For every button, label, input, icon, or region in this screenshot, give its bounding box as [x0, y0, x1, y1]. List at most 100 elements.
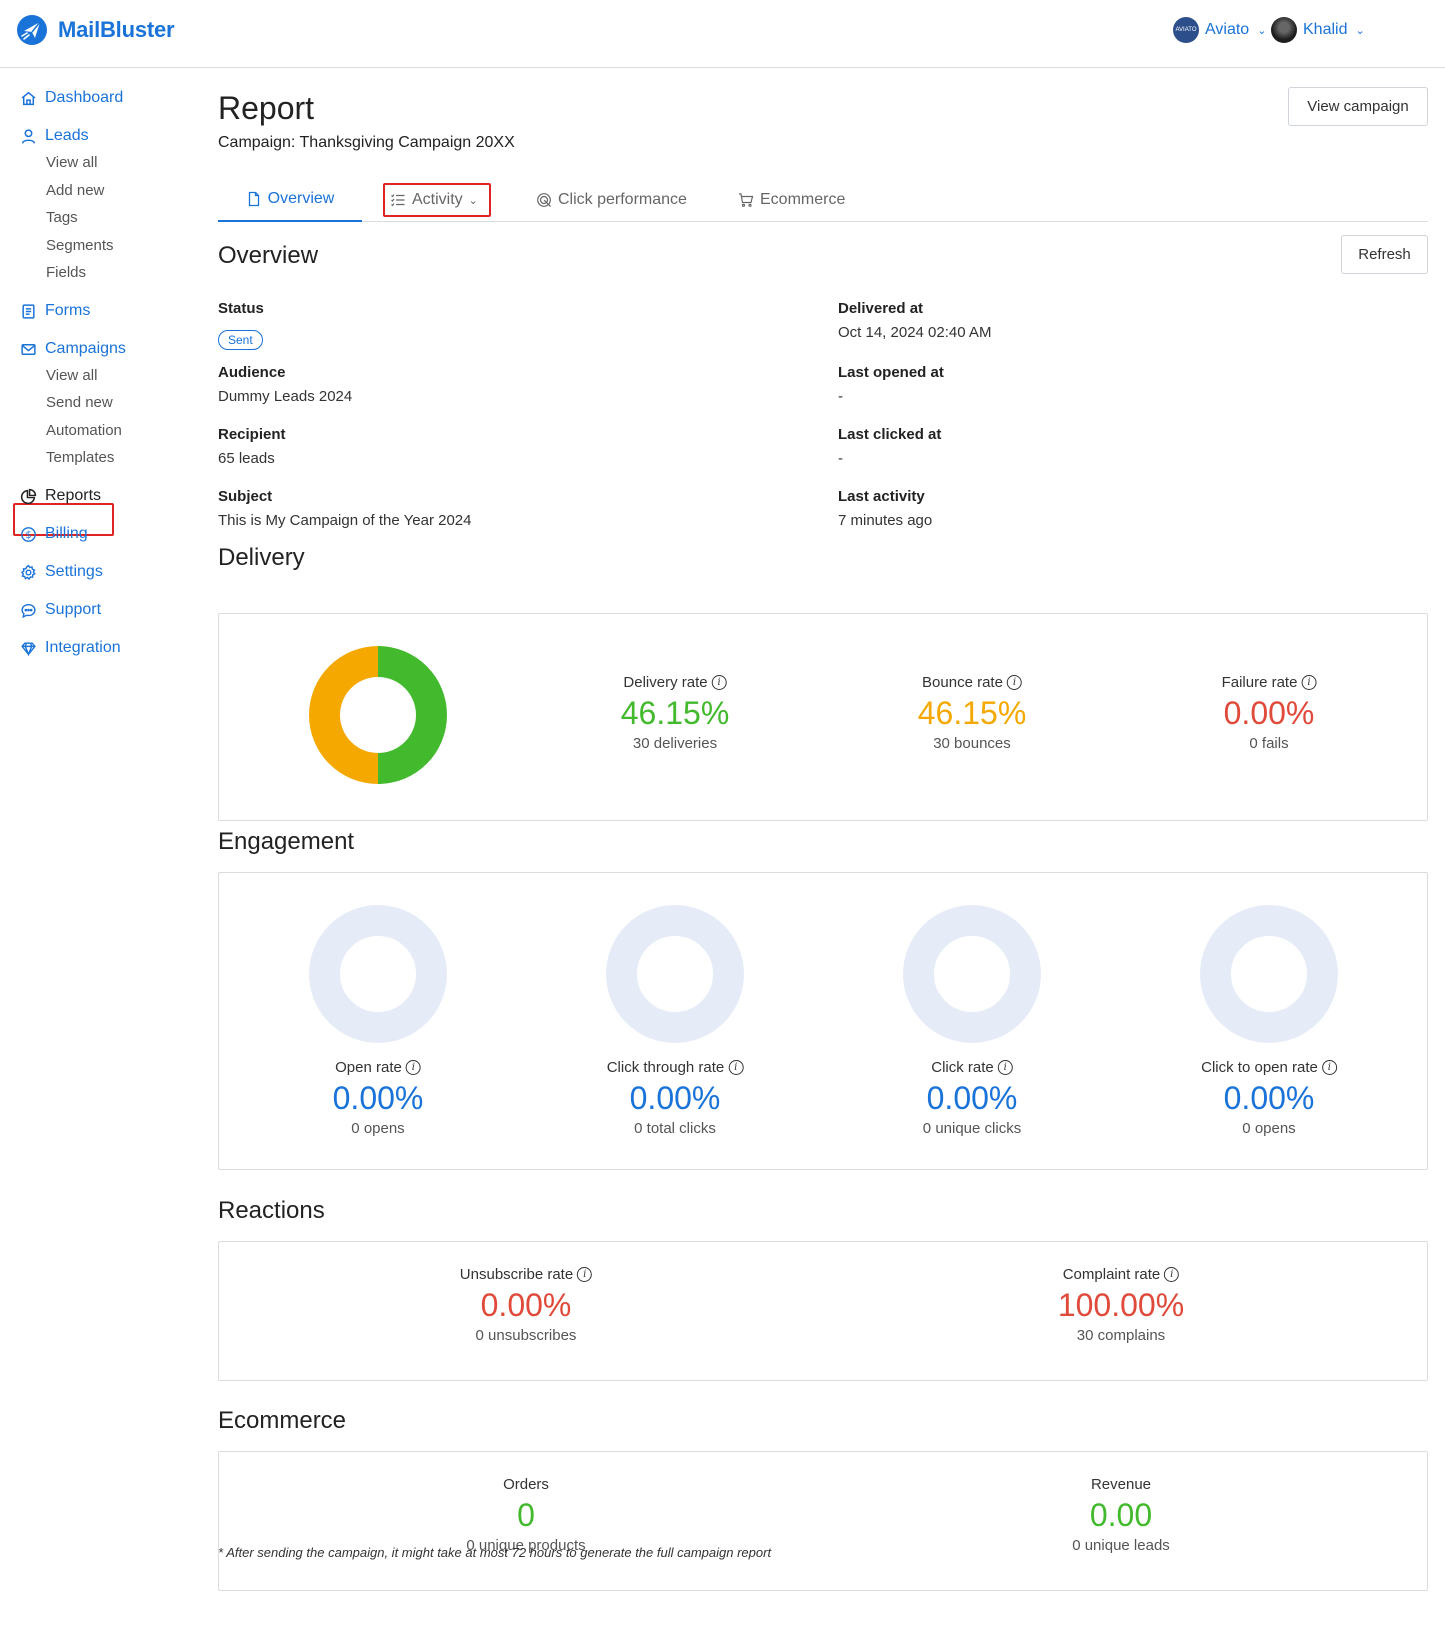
user-menu-khalid[interactable]: Khalid ⌄ — [1271, 17, 1365, 43]
diamond-icon — [21, 641, 36, 656]
sidebar-sub-campaigns-send-new[interactable]: Send new — [46, 394, 113, 411]
subject-label: Subject — [218, 488, 273, 505]
campaign-name: Campaign: Thanksgiving Campaign 20XX — [218, 134, 515, 151]
revenue-metric: Revenue 0.00 0 unique leads — [1072, 1476, 1170, 1554]
account-name: Aviato — [1205, 21, 1250, 38]
paper-plane-icon — [17, 15, 47, 45]
sidebar-item-support[interactable]: Support — [20, 598, 101, 622]
open-count: 0 opens — [351, 1120, 405, 1137]
pie-chart-icon — [20, 488, 37, 504]
highlight-box-reports — [13, 503, 114, 536]
bounce-rate-metric: Bounce rate i 46.15% 30 bounces — [917, 674, 1027, 752]
sidebar-item-dashboard[interactable]: Dashboard — [20, 86, 123, 110]
document-icon — [248, 191, 259, 207]
sidebar-sub-leads-add-new[interactable]: Add new — [46, 182, 105, 199]
failure-rate-value: 0.00% — [1223, 695, 1315, 731]
ecommerce-title: Ecommerce — [218, 1407, 347, 1434]
tab-overview[interactable]: Overview — [218, 178, 362, 222]
donut-slice-bounced — [309, 646, 378, 784]
refresh-button[interactable]: Refresh — [1341, 235, 1428, 274]
sidebar-item-reports[interactable]: Reports — [20, 484, 101, 508]
open-rate-donut — [309, 905, 447, 1043]
open-rate-value: 0.00% — [332, 1080, 424, 1116]
status-badge: Sent — [218, 330, 263, 350]
engagement-card: Open rate i 0.00% 0 opens Click through r… — [218, 872, 1428, 1170]
last-opened-label: Last opened at — [838, 364, 944, 381]
sidebar-item-forms[interactable]: Forms — [20, 299, 90, 323]
donut-slice-delivered — [378, 646, 447, 784]
total-clicks-count: 0 total clicks — [634, 1120, 716, 1137]
delivery-donut-chart — [309, 646, 447, 784]
delivery-title: Delivery — [218, 544, 305, 571]
failure-rate-metric: Failure rate i 0.00% 0 fails — [1222, 674, 1317, 752]
info-icon[interactable]: i — [711, 675, 727, 690]
user-name: Khalid — [1303, 21, 1348, 38]
info-icon[interactable]: i — [405, 1060, 421, 1075]
mail-icon — [21, 343, 36, 355]
info-icon[interactable]: i — [577, 1267, 593, 1282]
sidebar-item-integration[interactable]: Integration — [20, 636, 121, 660]
view-campaign-button[interactable]: View campaign — [1288, 87, 1428, 126]
delivered-at-label: Delivered at — [838, 300, 924, 317]
info-icon[interactable]: i — [728, 1060, 744, 1075]
click-rate-value: 0.00% — [926, 1080, 1018, 1116]
ecommerce-card: Orders 0 0 unique products Revenue 0.00 … — [218, 1451, 1428, 1591]
sidebar-sub-campaigns-templates[interactable]: Templates — [46, 449, 115, 466]
overview-title: Overview — [218, 242, 319, 269]
page-title: Report — [218, 90, 315, 126]
open-rate-metric: Open rate i 0.00% 0 opens — [332, 1059, 424, 1137]
sidebar-sub-leads-view-all[interactable]: View all — [46, 154, 98, 171]
app-logo[interactable]: MailBluster — [16, 14, 175, 46]
info-icon[interactable]: i — [1301, 675, 1317, 690]
unsubscribe-count: 0 unsubscribes — [475, 1327, 577, 1344]
tab-activity[interactable]: Activity ⌄ — [390, 178, 478, 222]
sidebar-item-settings[interactable]: Settings — [20, 560, 103, 584]
complaint-rate-metric: Complaint rate i 100.00% 30 complains — [1057, 1266, 1185, 1344]
bounce-rate-value: 46.15% — [917, 695, 1027, 731]
sidebar-sub-campaigns-view-all[interactable]: View all — [46, 367, 98, 384]
sidebar-item-leads[interactable]: Leads — [20, 124, 89, 148]
reactions-title: Reactions — [218, 1197, 325, 1224]
svg-text:$: $ — [25, 530, 31, 541]
highlight-box-activity — [383, 183, 491, 217]
recipient-value: 65 leads — [218, 450, 275, 467]
tab-click-performance[interactable]: Click performance — [536, 178, 687, 222]
account-switcher-aviato[interactable]: AVIATO Aviato ⌄ — [1173, 17, 1266, 43]
complaint-count: 30 complains — [1076, 1327, 1166, 1344]
chevron-down-icon: ⌄ — [1355, 24, 1365, 37]
click-through-rate-metric: Click through rate i 0.00% 0 total clicks — [607, 1059, 744, 1137]
info-icon[interactable]: i — [997, 1060, 1013, 1075]
tab-ecommerce[interactable]: Ecommerce — [738, 178, 845, 222]
click-to-open-rate-value: 0.00% — [1223, 1080, 1315, 1116]
chat-icon — [21, 603, 36, 618]
info-icon[interactable]: i — [1321, 1060, 1337, 1075]
click-to-open-count: 0 opens — [1242, 1120, 1296, 1137]
revenue-value: 0.00 — [1089, 1497, 1153, 1533]
unsubscribe-rate-value: 0.00% — [480, 1287, 572, 1323]
delivery-card: Delivery rate i 46.15% 30 deliveries Boun… — [218, 613, 1428, 821]
info-icon[interactable]: i — [1006, 675, 1022, 690]
form-icon — [22, 303, 35, 319]
sidebar-item-billing[interactable]: $ Billing — [20, 522, 88, 546]
sidebar-sub-leads-segments[interactable]: Segments — [46, 237, 114, 254]
delivery-count: 30 deliveries — [632, 735, 718, 752]
sidebar-sub-campaigns-automation[interactable]: Automation — [46, 422, 122, 439]
sidebar-item-campaigns[interactable]: Campaigns — [20, 337, 126, 361]
last-activity-value: 7 minutes ago — [838, 512, 933, 529]
top-header: MailBluster AVIATO Aviato ⌄ Khalid ⌄ — [0, 0, 1445, 68]
target-icon — [537, 193, 551, 207]
sidebar-sub-leads-fields[interactable]: Fields — [46, 264, 87, 281]
unique-products-count: 0 unique products — [466, 1537, 586, 1554]
engagement-title: Engagement — [218, 828, 355, 855]
last-activity-label: Last activity — [838, 488, 925, 505]
list-check-icon — [391, 194, 405, 207]
info-icon[interactable]: i — [1164, 1267, 1180, 1282]
orders-metric: Orders 0 0 unique products — [466, 1476, 586, 1554]
orders-value: 0 — [517, 1497, 535, 1533]
cart-icon — [739, 193, 754, 207]
sidebar-sub-leads-tags[interactable]: Tags — [46, 209, 78, 226]
avatar-aviato: AVIATO — [1173, 17, 1199, 43]
gear-icon — [20, 564, 36, 580]
unique-clicks-count: 0 unique clicks — [922, 1120, 1022, 1137]
home-icon — [21, 91, 36, 105]
